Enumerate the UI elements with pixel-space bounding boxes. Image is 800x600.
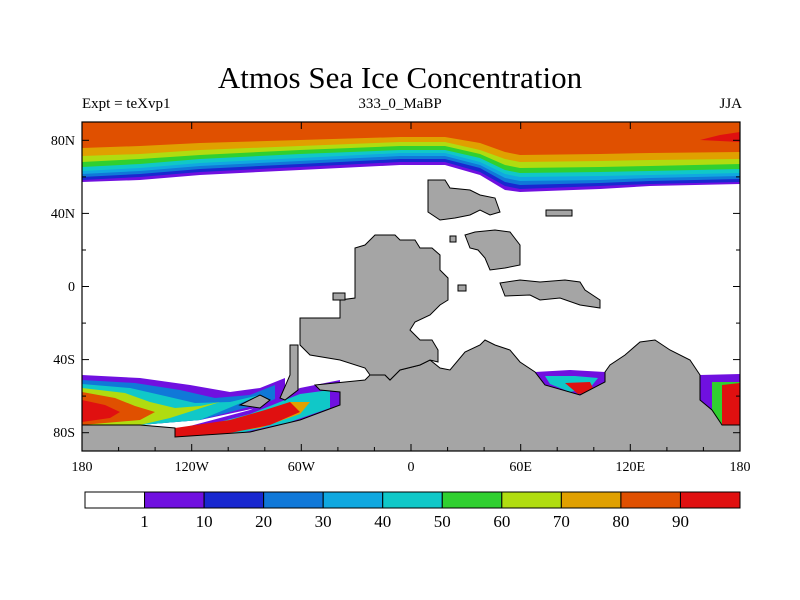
colorbar: [84, 491, 741, 509]
colorbar-swatch: [679, 491, 741, 509]
y-tick-label: 40N: [51, 207, 75, 222]
time-period-label: 333_0_MaBP: [358, 96, 442, 112]
land-masses: [82, 179, 740, 451]
y-axis-labels: 80N 40N 0 40S 80S: [51, 134, 75, 441]
central-landmass: [464, 229, 521, 271]
colorbar-label: 30: [315, 512, 332, 531]
sh-ice-pacific-90: [82, 400, 120, 422]
y-tick-label: 80N: [51, 134, 75, 149]
colorbar-swatch: [203, 491, 265, 509]
small-islet-2: [457, 284, 467, 292]
map-title: Atmos Sea Ice Concentration: [217, 60, 583, 95]
colorbar-label: 40: [374, 512, 391, 531]
x-tick-label: 120W: [175, 460, 210, 475]
sh-ice-atlantic-90: [175, 402, 300, 437]
western-continent: [299, 234, 449, 381]
colorbar-swatch: [560, 491, 622, 509]
colorbar-label: 20: [255, 512, 272, 531]
colorbar-label: 50: [434, 512, 451, 531]
colorbar-label: 80: [612, 512, 629, 531]
colorbar-swatch: [84, 491, 146, 509]
map-field: [82, 122, 740, 451]
colorbar-swatch: [441, 491, 503, 509]
colorbar-label: 1: [140, 512, 149, 531]
southern-isle: [238, 394, 271, 409]
small-islet-3: [332, 292, 346, 301]
x-tick-label: 180: [730, 460, 751, 475]
small-islet-1: [449, 235, 457, 243]
y-tick-label: 80S: [53, 426, 75, 441]
antarctica: [82, 339, 740, 451]
x-tick-label: 60W: [288, 460, 316, 475]
x-axis-labels: 180 120W 60W 0 60E 120E 180: [72, 460, 751, 475]
colorbar-label: 10: [196, 512, 213, 531]
x-tick-label: 0: [408, 460, 415, 475]
colorbar-label: 90: [672, 512, 689, 531]
y-tick-label: 40S: [53, 353, 75, 368]
colorbar-swatch: [263, 491, 324, 509]
experiment-label: Expt = teXvp1: [82, 96, 171, 112]
sh-ice-east-90: [722, 383, 740, 425]
colorbar-swatch: [501, 491, 562, 509]
season-label: JJA: [719, 96, 742, 112]
colorbar-labels: 1 10 20 30 40 50 60 70 80 90: [140, 512, 689, 531]
colorbar-swatch: [322, 491, 384, 509]
southern-spur: [279, 344, 299, 401]
tick-marks: [81, 122, 741, 451]
y-tick-label: 0: [68, 280, 75, 295]
eastern-islet: [545, 209, 573, 217]
northern-continent: [427, 179, 501, 221]
nh-ice-band-80: [82, 122, 740, 155]
colorbar-swatch: [620, 491, 681, 509]
x-tick-label: 60E: [509, 460, 532, 475]
colorbar-label: 60: [493, 512, 510, 531]
colorbar-label: 70: [553, 512, 570, 531]
eastern-strip: [499, 279, 601, 309]
x-tick-label: 180: [72, 460, 93, 475]
colorbar-swatch: [144, 491, 205, 509]
x-tick-label: 120E: [616, 460, 646, 475]
colorbar-swatch: [382, 491, 443, 509]
